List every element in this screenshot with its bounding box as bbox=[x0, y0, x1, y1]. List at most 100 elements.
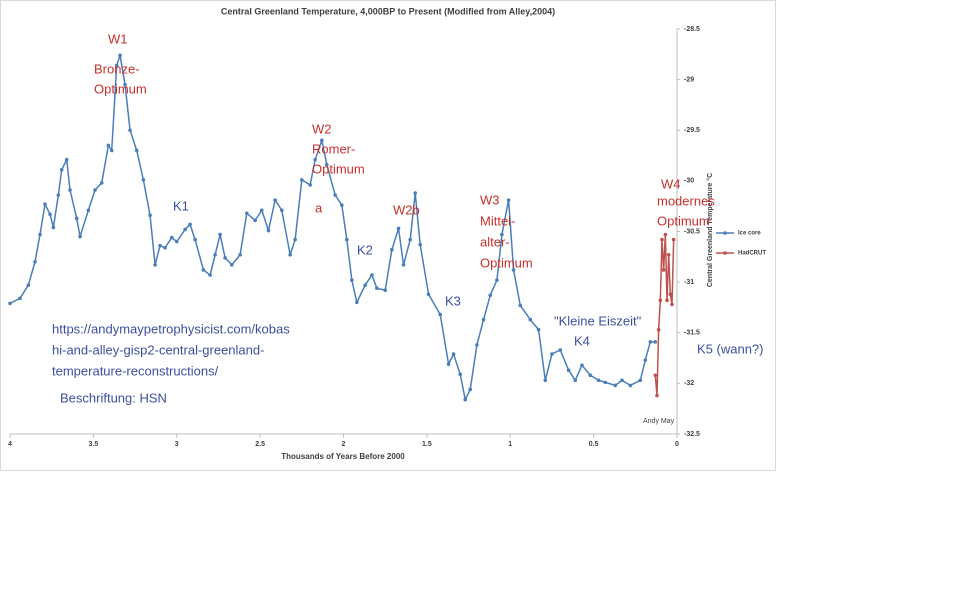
data-point bbox=[114, 63, 119, 68]
data-point bbox=[648, 340, 653, 344]
data-point bbox=[340, 203, 344, 207]
annotation: Mittel- bbox=[480, 213, 515, 228]
y-tick-label: -31.5 bbox=[684, 330, 700, 337]
data-point bbox=[123, 82, 127, 87]
data-point bbox=[244, 211, 249, 216]
data-point bbox=[64, 157, 69, 162]
data-point bbox=[280, 208, 284, 213]
data-point bbox=[106, 143, 111, 148]
x-tick-label: 1.5 bbox=[422, 441, 432, 448]
data-point bbox=[418, 242, 423, 247]
data-point bbox=[109, 148, 114, 153]
x-axis-label: Thousands of Years Before 2000 bbox=[281, 452, 405, 461]
data-point bbox=[620, 378, 624, 383]
data-point bbox=[613, 383, 618, 388]
data-point bbox=[653, 340, 658, 344]
data-point bbox=[68, 188, 72, 192]
data-point bbox=[495, 278, 499, 282]
x-tick-label: 0.5 bbox=[589, 441, 599, 448]
data-point bbox=[218, 232, 222, 237]
annotation: K4 bbox=[574, 333, 590, 348]
legend-marker bbox=[723, 231, 727, 235]
data-point bbox=[408, 237, 413, 242]
y-tick-label: -28.5 bbox=[684, 26, 700, 33]
data-point bbox=[671, 237, 676, 242]
data-point bbox=[603, 380, 608, 385]
data-point bbox=[99, 181, 104, 185]
x-tick-label: 3.5 bbox=[89, 441, 99, 448]
x-tick-label: 2.5 bbox=[255, 441, 265, 448]
data-point bbox=[663, 232, 668, 237]
annotation: Optimum bbox=[657, 213, 710, 228]
data-point bbox=[668, 292, 673, 297]
y-tick-label: -29 bbox=[684, 76, 694, 83]
data-point bbox=[118, 53, 122, 58]
annotation: https://andymaypetrophysicist.com/kobas bbox=[52, 321, 290, 336]
data-point bbox=[670, 302, 674, 307]
annotation: Romer- bbox=[312, 141, 355, 156]
data-point bbox=[163, 245, 167, 250]
data-point bbox=[446, 362, 451, 366]
annotation: K1 bbox=[173, 198, 189, 213]
data-point bbox=[518, 303, 523, 308]
data-point bbox=[481, 317, 486, 322]
data-point bbox=[273, 198, 277, 202]
data-point bbox=[661, 268, 666, 272]
y-tick-label: -32 bbox=[684, 380, 694, 387]
annotation: a bbox=[315, 200, 323, 215]
data-point bbox=[333, 193, 337, 197]
data-point bbox=[153, 263, 157, 267]
data-point bbox=[655, 393, 659, 398]
data-point bbox=[390, 247, 394, 252]
data-point bbox=[18, 296, 22, 301]
data-point bbox=[558, 348, 563, 352]
data-point bbox=[78, 234, 82, 239]
data-point bbox=[628, 383, 633, 388]
data-point bbox=[536, 327, 541, 332]
data-point bbox=[213, 252, 217, 257]
data-point bbox=[43, 202, 47, 206]
data-point bbox=[413, 191, 418, 195]
data-point bbox=[370, 273, 374, 277]
data-point bbox=[238, 252, 242, 257]
data-point bbox=[148, 213, 152, 218]
data-point bbox=[93, 188, 97, 192]
data-point bbox=[188, 222, 192, 227]
data-point bbox=[229, 263, 234, 267]
data-point bbox=[223, 256, 227, 260]
data-point bbox=[345, 237, 349, 242]
data-point bbox=[355, 300, 359, 305]
x-tick-label: 3 bbox=[175, 441, 179, 448]
data-point bbox=[208, 273, 212, 277]
data-point bbox=[74, 216, 79, 221]
data-point bbox=[59, 167, 64, 172]
x-tick-label: 1 bbox=[508, 441, 512, 448]
data-point bbox=[56, 193, 61, 197]
annotation: Beschriftung: HSN bbox=[60, 390, 167, 405]
data-point bbox=[506, 198, 511, 202]
data-point bbox=[401, 263, 406, 267]
annotation: Optimum bbox=[480, 255, 533, 270]
annotation: temperature-reconstructions/ bbox=[52, 363, 219, 378]
data-point bbox=[363, 283, 367, 287]
annotation: "Kleine Eiszeit" bbox=[554, 313, 642, 328]
data-point bbox=[134, 148, 139, 153]
data-point bbox=[288, 252, 292, 257]
x-tick-label: 4 bbox=[8, 441, 12, 448]
data-point bbox=[511, 268, 516, 272]
data-point bbox=[458, 372, 463, 377]
data-point bbox=[48, 212, 52, 217]
data-point bbox=[658, 298, 663, 303]
data-point bbox=[426, 292, 431, 297]
annotation: Optimum bbox=[94, 81, 147, 96]
data-point bbox=[475, 343, 479, 347]
data-point bbox=[543, 378, 548, 383]
data-point bbox=[566, 368, 571, 373]
data-point bbox=[201, 268, 206, 272]
x-tick-label: 0 bbox=[675, 441, 679, 448]
data-point bbox=[26, 283, 31, 287]
data-point bbox=[325, 162, 329, 167]
data-point bbox=[33, 260, 37, 264]
